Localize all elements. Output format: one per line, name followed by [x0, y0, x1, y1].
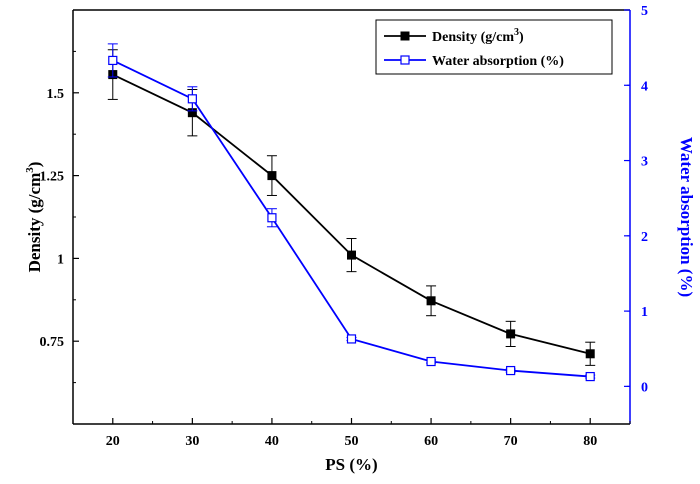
legend-marker: [400, 31, 410, 41]
data-point: [426, 356, 436, 367]
data-point: [426, 296, 436, 306]
series-line: [112, 59, 591, 378]
x-tick-label: 40: [265, 434, 279, 449]
x-tick-label: 50: [345, 434, 359, 449]
data-point: [506, 329, 516, 339]
right-tick-label: 5: [641, 4, 648, 19]
data-point: [347, 250, 356, 260]
legend-marker: [400, 55, 410, 65]
right-tick-label: 2: [641, 230, 648, 245]
legend-entry: Water absorption (%): [384, 54, 564, 69]
data-point: [506, 365, 516, 376]
legend-box: [375, 19, 613, 75]
x-tick-label: 80: [583, 434, 597, 449]
right-tick-label: 4: [641, 79, 648, 94]
left-tick-label: 0.75: [40, 335, 65, 350]
left-tick-label: 1: [57, 252, 64, 267]
x-axis-title: PS (%): [325, 455, 377, 474]
left-axis-title-text: Density (g/cm: [25, 173, 44, 273]
x-tick-label: 30: [185, 434, 199, 449]
data-point: [267, 171, 277, 181]
x-tick-label: 20: [106, 434, 120, 449]
legend-label-superscript: 3: [514, 27, 519, 38]
left-tick-label: 1.5: [47, 87, 65, 102]
data-point: [187, 108, 197, 118]
data-point: [346, 334, 357, 344]
legend: Density (g/cm3) Water absorption (%): [375, 19, 613, 75]
data-point: [585, 371, 595, 382]
right-tick-label: 3: [641, 155, 648, 170]
legend-label-text: Density (g/cm: [432, 30, 514, 45]
legend-label: Water absorption (%): [432, 54, 564, 69]
left-axis-title-superscript: 3: [24, 167, 36, 173]
right-tick-label: 0: [641, 380, 648, 395]
data-point: [187, 94, 197, 104]
right-tick-label: 1: [641, 305, 648, 320]
legend-label-text: Water absorption (%): [432, 54, 564, 69]
left-axis-title-suffix: ): [25, 162, 44, 168]
x-tick-label: 60: [424, 434, 438, 449]
series-water-absorption: [107, 43, 596, 382]
x-tick-label: 70: [504, 434, 518, 449]
legend-entry: Density (g/cm3): [384, 27, 524, 45]
data-point: [267, 213, 277, 223]
series-layer: [107, 43, 596, 382]
data-point: [108, 55, 118, 66]
left-axis-title: Density (g/cm3): [24, 162, 44, 273]
legend-label-suffix: ): [519, 30, 524, 45]
series-density: [107, 49, 596, 366]
series-line: [112, 73, 591, 355]
legend-label: Density (g/cm3): [432, 27, 524, 45]
right-axis-title: Water absorption (%): [677, 137, 696, 297]
left-tick-label: 1.25: [40, 170, 65, 185]
data-point: [585, 349, 595, 359]
